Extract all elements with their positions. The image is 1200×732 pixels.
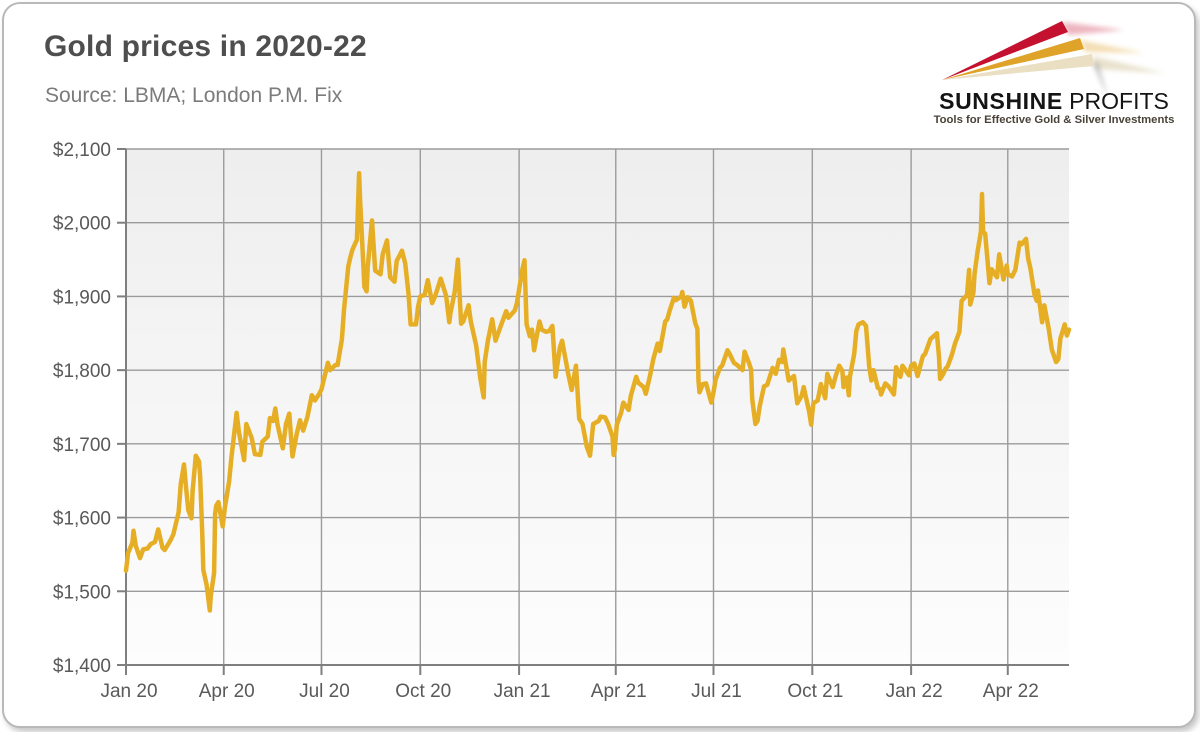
y-tick-label: $2,100 [53, 140, 111, 161]
y-tick-label: $1,500 [53, 582, 111, 603]
arrow-tail-shadow-icon [1091, 61, 1108, 98]
plot-background [126, 149, 1069, 665]
y-tick-label: $1,400 [53, 656, 111, 677]
y-tick-label: $1,900 [53, 287, 111, 308]
x-tick-label: Apr 22 [983, 681, 1039, 702]
chart-plot-area: $1,400 $1,500 $1,600 $1,700 $1,800 $1,900 $2,0… [53, 140, 1072, 702]
x-tick-label: Jan 22 [886, 681, 943, 702]
arrow-red-icon [942, 21, 1068, 80]
arrow-echo-gold-icon [1080, 40, 1144, 53]
logo-brand-rest: PROFITS [1063, 88, 1169, 114]
x-tick-label: Jan 20 [100, 681, 157, 702]
chart-title: Gold prices in 2020-22 [44, 30, 367, 63]
x-tick-label: Jan 21 [494, 681, 551, 702]
logo-tagline: Tools for Effective Gold & Silver Invest… [934, 114, 1175, 126]
logo-brand-bold: SUNSHINE [939, 88, 1063, 114]
arrow-gold-icon [942, 38, 1084, 80]
sunshine-profits-logo: SUNSHINE PROFITS Tools for Effective Gol… [934, 21, 1175, 126]
x-tick-label: Apr 21 [591, 681, 647, 702]
y-tick-label: $1,700 [53, 435, 111, 456]
arrow-echo-red-icon [1062, 22, 1124, 35]
arrow-cream-icon [942, 54, 1094, 80]
x-tick-label: Oct 21 [787, 681, 843, 702]
chart-source: Source: LBMA; London P.M. Fix [45, 84, 343, 107]
x-tick-label: Oct 20 [395, 681, 451, 702]
x-tick-label: Jul 21 [691, 681, 742, 702]
y-tick-label: $1,800 [53, 361, 111, 382]
y-tick-label: $1,600 [53, 509, 111, 530]
arrow-echo-cream-icon [1092, 56, 1164, 73]
gold-price-line [123, 171, 1072, 613]
logo-arrows-graphic [942, 21, 1164, 98]
x-tick-label: Apr 20 [199, 681, 255, 702]
y-tick-label: $2,000 [53, 214, 111, 235]
price-chart: $1,400 $1,500 $1,600 $1,700 $1,800 $1,900 $2,0… [53, 140, 1072, 702]
logo-brand-text: SUNSHINE PROFITS [939, 88, 1169, 114]
x-tick-label: Jul 20 [299, 681, 350, 702]
